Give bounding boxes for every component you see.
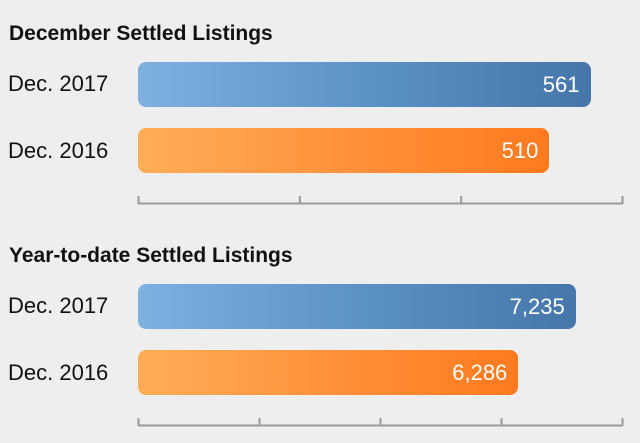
chart-title: Year-to-date Settled Listings [9, 244, 293, 267]
year-to-date-settled-listings-chart: Year-to-date Settled Listings Dec. 2017 … [0, 222, 640, 443]
bar-value-dec-2017: 7,235 [509, 294, 565, 319]
bar-value-dec-2016: 510 [501, 138, 539, 163]
bar-value-dec-2017: 561 [542, 72, 580, 97]
bar-dec-2016: 510 [138, 128, 550, 173]
chart-title: December Settled Listings [9, 22, 273, 45]
x-axis [137, 418, 624, 427]
bar-dec-2017: 561 [138, 62, 591, 107]
december-settled-listings-chart: December Settled Listings Dec. 2017 561 … [8, 22, 624, 205]
bar-label-dec-2016: Dec. 2016 [8, 360, 109, 385]
x-axis [137, 196, 624, 205]
bar-dec-2017: 7,235 [138, 284, 576, 329]
bar-label-dec-2016: Dec. 2016 [8, 138, 109, 163]
bar-label-dec-2017: Dec. 2017 [8, 293, 109, 318]
bar-label-dec-2017: Dec. 2017 [8, 71, 109, 96]
bar-dec-2016: 6,286 [138, 350, 519, 395]
bar-value-dec-2016: 6,286 [452, 360, 508, 385]
